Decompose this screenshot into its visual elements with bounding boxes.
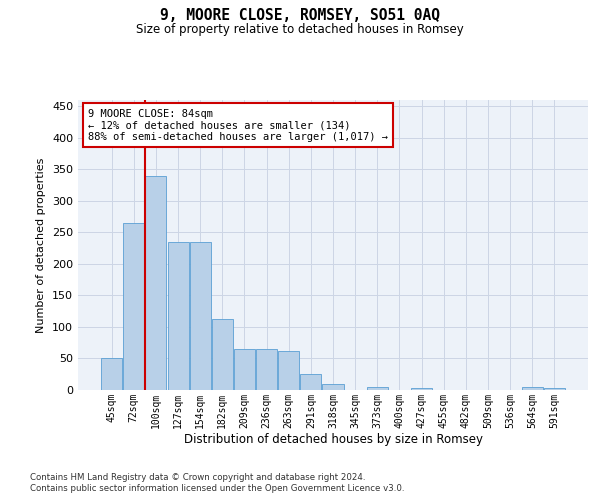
- Text: 9, MOORE CLOSE, ROMSEY, SO51 0AQ: 9, MOORE CLOSE, ROMSEY, SO51 0AQ: [160, 8, 440, 22]
- Bar: [301, 374, 322, 390]
- Text: Distribution of detached houses by size in Romsey: Distribution of detached houses by size …: [184, 432, 482, 446]
- Bar: [411, 388, 432, 390]
- Bar: [278, 351, 299, 390]
- Text: Contains public sector information licensed under the Open Government Licence v3: Contains public sector information licen…: [30, 484, 404, 493]
- Y-axis label: Number of detached properties: Number of detached properties: [37, 158, 46, 332]
- Bar: [544, 388, 565, 390]
- Bar: [190, 242, 211, 390]
- Bar: [124, 223, 145, 390]
- Bar: [234, 349, 255, 390]
- Bar: [521, 388, 542, 390]
- Text: Size of property relative to detached houses in Romsey: Size of property relative to detached ho…: [136, 22, 464, 36]
- Bar: [367, 388, 388, 390]
- Bar: [212, 319, 233, 390]
- Bar: [101, 358, 122, 390]
- Bar: [322, 384, 344, 390]
- Text: Contains HM Land Registry data © Crown copyright and database right 2024.: Contains HM Land Registry data © Crown c…: [30, 472, 365, 482]
- Bar: [145, 176, 166, 390]
- Text: 9 MOORE CLOSE: 84sqm
← 12% of detached houses are smaller (134)
88% of semi-deta: 9 MOORE CLOSE: 84sqm ← 12% of detached h…: [88, 108, 388, 142]
- Bar: [167, 242, 188, 390]
- Bar: [256, 349, 277, 390]
